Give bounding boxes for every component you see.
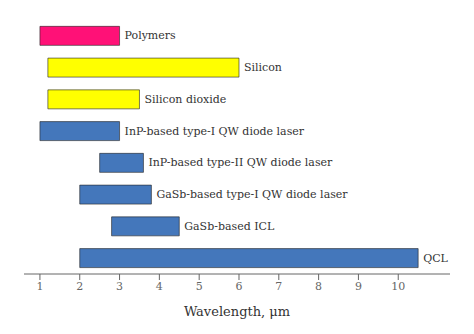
svg-text:Silicon: Silicon xyxy=(244,61,282,74)
svg-text:Wavelength, μm: Wavelength, μm xyxy=(184,304,290,319)
svg-text:7: 7 xyxy=(275,280,282,293)
svg-text:3: 3 xyxy=(116,280,123,293)
svg-text:GaSb-based type-I QW diode las: GaSb-based type-I QW diode laser xyxy=(156,188,348,201)
svg-text:9: 9 xyxy=(355,280,362,293)
svg-text:Silicon dioxide: Silicon dioxide xyxy=(144,93,226,106)
svg-text:InP-based type-II QW diode las: InP-based type-II QW diode laser xyxy=(148,156,333,169)
svg-text:2: 2 xyxy=(76,280,83,293)
svg-text:6: 6 xyxy=(235,280,242,293)
svg-text:GaSb-based ICL: GaSb-based ICL xyxy=(184,220,275,233)
svg-text:10: 10 xyxy=(391,280,405,293)
svg-text:Polymers: Polymers xyxy=(125,29,177,42)
svg-text:QCL: QCL xyxy=(423,252,448,265)
svg-text:5: 5 xyxy=(196,280,203,293)
svg-text:InP-based type-I QW diode lase: InP-based type-I QW diode laser xyxy=(125,125,305,138)
svg-text:4: 4 xyxy=(156,280,163,293)
svg-text:8: 8 xyxy=(315,280,322,293)
svg-text:1: 1 xyxy=(36,280,43,293)
